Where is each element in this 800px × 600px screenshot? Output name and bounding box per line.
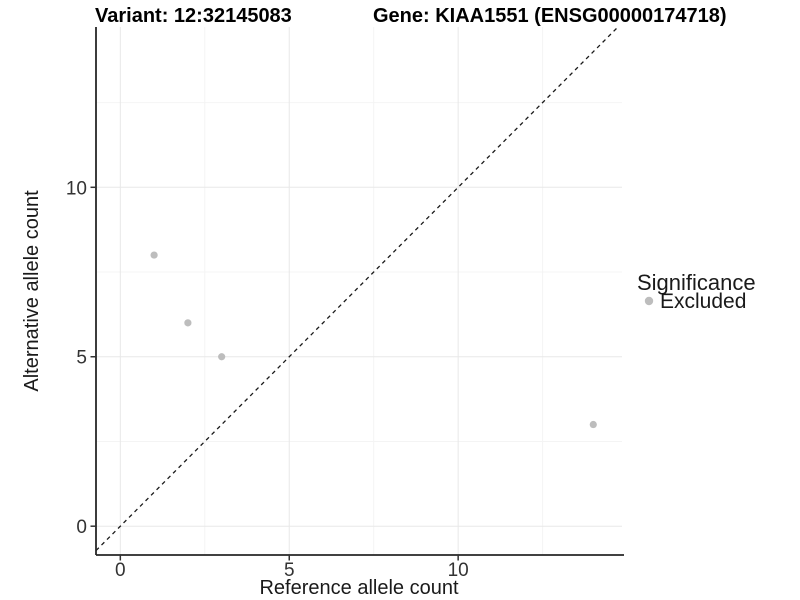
identity-dashed-line bbox=[95, 26, 619, 552]
y-tick-label: 10 bbox=[66, 178, 87, 199]
variant-title: Variant: 12:32145083 bbox=[95, 5, 292, 27]
x-tick-label: 10 bbox=[448, 560, 469, 581]
axis-lines bbox=[95, 27, 624, 556]
legend: Significance Excluded bbox=[637, 270, 756, 313]
data-points bbox=[150, 251, 597, 429]
y-tick-label: 0 bbox=[76, 517, 87, 538]
data-point bbox=[184, 319, 192, 327]
y-axis-title: Alternative allele count bbox=[21, 190, 43, 392]
gridlines-minor bbox=[96, 27, 622, 555]
data-point bbox=[150, 251, 158, 259]
data-point bbox=[218, 353, 226, 361]
legend-marker-excluded-icon bbox=[644, 296, 654, 306]
plot-panel bbox=[96, 27, 622, 555]
axis-ticks: 0 5 10 0 5 10 bbox=[66, 178, 469, 581]
x-tick-label: 5 bbox=[284, 560, 295, 581]
legend-label-excluded: Excluded bbox=[660, 290, 746, 313]
gene-title: Gene: KIAA1551 (ENSG00000174718) bbox=[373, 5, 727, 27]
x-tick-label: 0 bbox=[115, 560, 126, 581]
x-axis-title: Reference allele count bbox=[259, 577, 458, 599]
abline-dashed bbox=[95, 26, 619, 552]
y-tick-label: 5 bbox=[76, 348, 87, 369]
legend-title: Significance bbox=[637, 270, 756, 295]
gridlines-major bbox=[96, 27, 622, 555]
data-point bbox=[589, 420, 597, 429]
